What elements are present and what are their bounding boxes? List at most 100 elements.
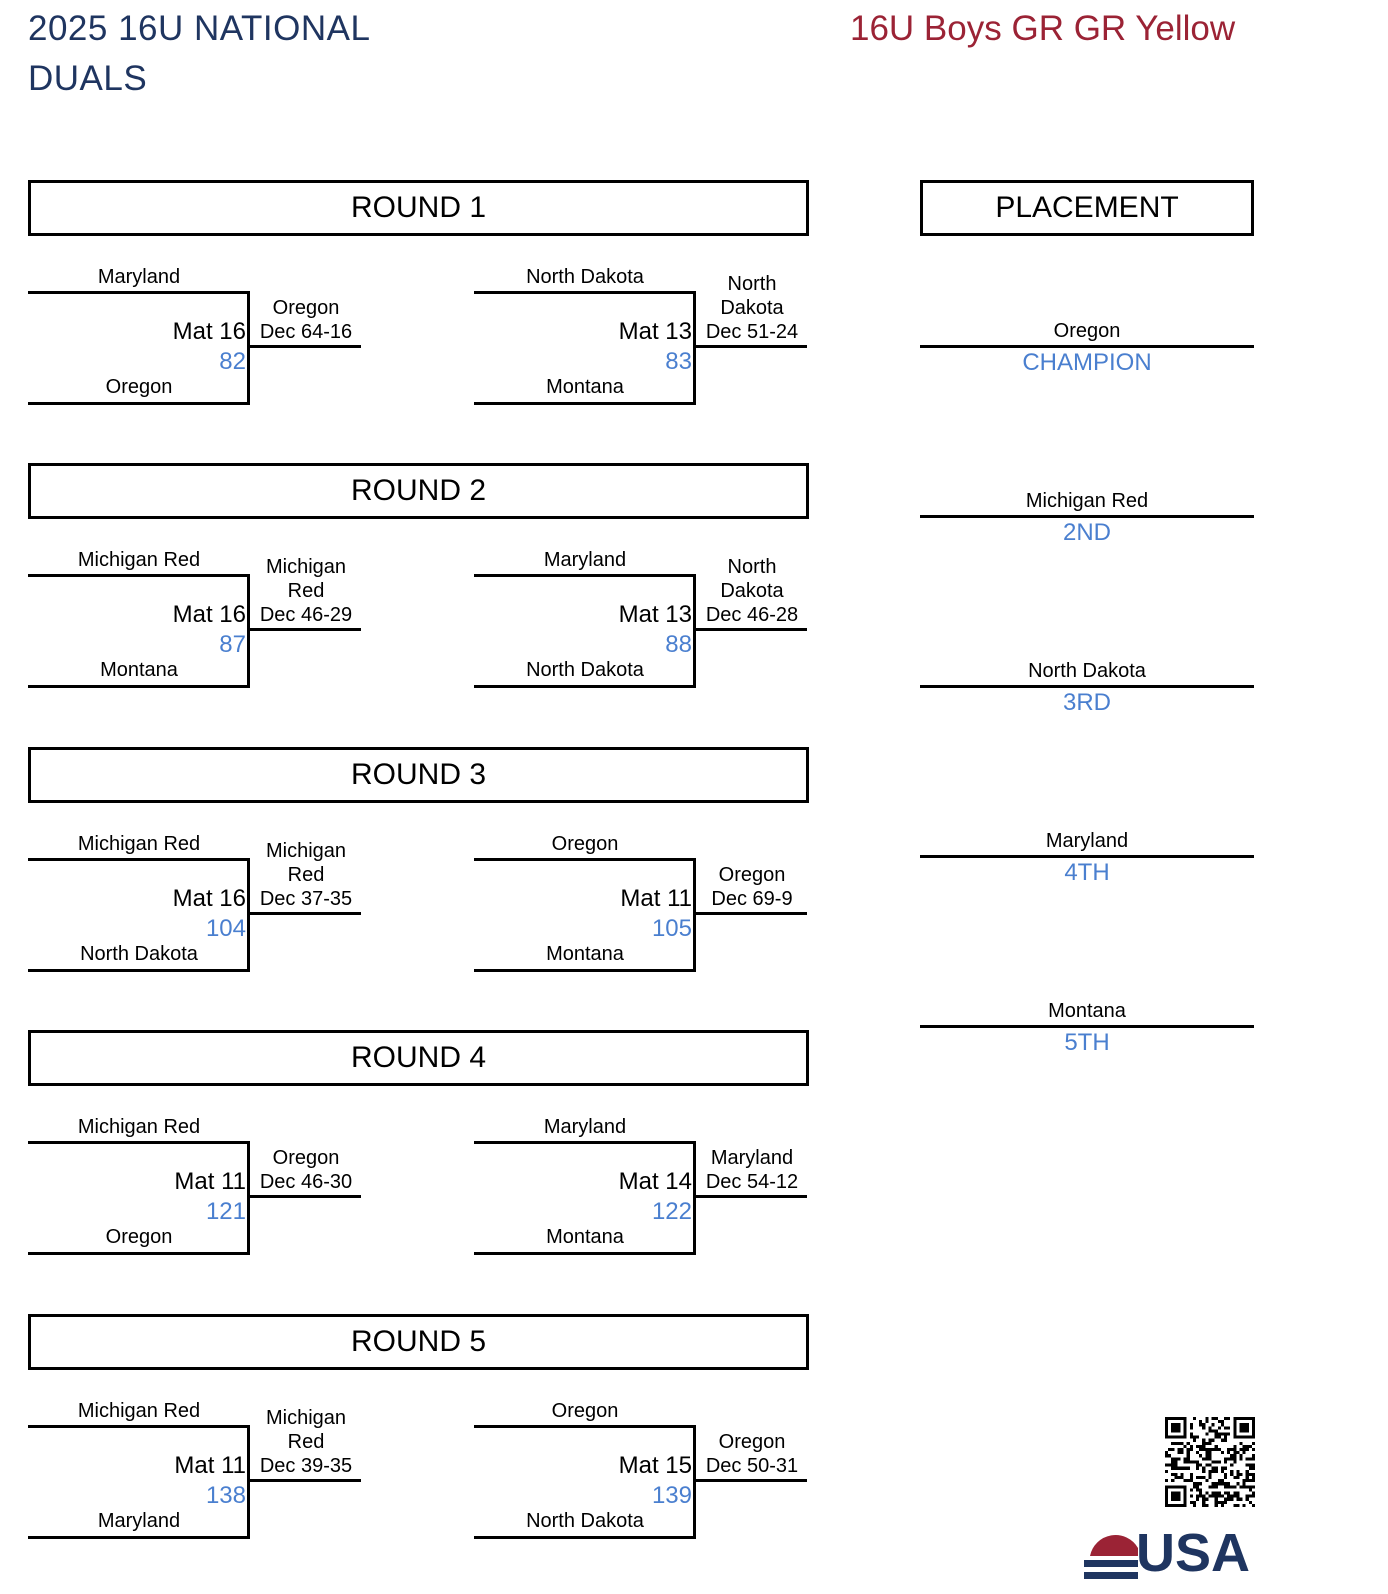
match-result: Michigan Red Dec 37-35 (259, 839, 353, 910)
top-team: Maryland (543, 1116, 627, 1139)
bracket-line (247, 574, 250, 689)
bracket-line (474, 968, 696, 972)
round-header: ROUND 2 (28, 463, 809, 520)
mat-number: Mat 13 (618, 601, 692, 629)
top-team: Michigan Red (77, 549, 201, 572)
bracket-line (474, 1141, 696, 1145)
placement-line (920, 515, 1254, 518)
bottom-team: Maryland (97, 1509, 181, 1532)
bracket-line (247, 1141, 250, 1256)
bout-number: 88 (665, 631, 692, 659)
placement-line (920, 1025, 1254, 1028)
result-line (247, 1195, 361, 1199)
match-result: Oregon Dec 50-31 (705, 1430, 799, 1477)
match-result: Oregon Dec 64-16 (259, 297, 353, 343)
bracket-line (474, 291, 696, 294)
logo-text: USA (1136, 1528, 1251, 1583)
placement-team: Michigan Red (1025, 490, 1149, 512)
bottom-team: Oregon (105, 376, 173, 398)
placement-team: Montana (1048, 1000, 1126, 1022)
round-header: ROUND 5 (28, 1313, 809, 1370)
bottom-team: Montana (100, 659, 178, 682)
mat-number: Mat 11 (174, 1168, 246, 1196)
bout-number: 82 (219, 348, 246, 375)
bracket-line (28, 857, 250, 861)
bout-number: 139 (651, 1481, 692, 1509)
bracket-line (474, 402, 696, 405)
bracket-line (693, 857, 696, 972)
mat-number: Mat 15 (618, 1451, 692, 1479)
placement-line (920, 685, 1254, 688)
placement-label: 3RD (1062, 689, 1111, 716)
bracket-line (28, 1424, 250, 1428)
bracket-line (693, 1424, 696, 1539)
match-result: Michigan Red Dec 46-29 (259, 556, 353, 627)
match-result: Michigan Red Dec 39-35 (259, 1406, 353, 1477)
bracket-line (474, 1424, 696, 1428)
bracket-line (28, 968, 250, 972)
bracket-line (28, 402, 250, 405)
placement-header: PLACEMENT (920, 180, 1254, 236)
bracket-line (28, 291, 250, 294)
bracket-line (474, 1252, 696, 1256)
placement-team: Oregon (1053, 320, 1121, 342)
top-team: Michigan Red (77, 832, 201, 855)
placement-label: 4TH (1064, 859, 1110, 886)
top-team: Maryland (543, 549, 627, 572)
bottom-team: North Dakota (526, 1509, 644, 1532)
division-title: 16U Boys GR GR Yellow (850, 9, 1236, 48)
bout-number: 105 (651, 914, 692, 942)
placement-line (920, 345, 1254, 348)
top-team: Michigan Red (77, 1399, 201, 1422)
result-line (247, 1478, 361, 1482)
bottom-team: Montana (546, 376, 624, 398)
bracket-line (28, 574, 250, 578)
mat-number: Mat 11 (174, 1451, 246, 1479)
bracket-line (693, 1141, 696, 1256)
bout-number: 121 (205, 1198, 246, 1226)
bracket-line (474, 574, 696, 578)
result-line (247, 628, 361, 632)
bout-number: 83 (665, 348, 692, 375)
bottom-team: North Dakota (526, 659, 644, 682)
bracket-line (247, 1424, 250, 1539)
top-team: Michigan Red (77, 1116, 201, 1139)
mat-number: Mat 13 (618, 318, 692, 345)
bracket-line (474, 685, 696, 689)
match-result: North Dakota Dec 51-24 (705, 273, 799, 343)
bracket-line (693, 291, 696, 405)
match-result: Oregon Dec 46-30 (259, 1147, 353, 1194)
qr-code (1165, 1417, 1255, 1507)
result-line (247, 911, 361, 915)
placement-line (920, 855, 1254, 858)
bout-number: 87 (219, 631, 246, 659)
top-team: Oregon (551, 832, 619, 855)
placement-team: Maryland (1045, 830, 1129, 852)
bracket-line (28, 1535, 250, 1539)
result-line (693, 345, 807, 348)
mat-number: Mat 16 (172, 601, 246, 629)
bottom-team: North Dakota (80, 942, 198, 965)
result-line (693, 1478, 807, 1482)
bracket-line (28, 1252, 250, 1256)
top-team: Oregon (551, 1399, 619, 1422)
bottom-team: Montana (546, 942, 624, 965)
mat-number: Mat 16 (172, 318, 246, 345)
result-line (693, 628, 807, 632)
top-team: Maryland (97, 266, 181, 288)
placement-team: North Dakota (1028, 660, 1146, 682)
bout-number: 104 (205, 914, 246, 942)
event-title: 2025 16U NATIONAL DUALS (28, 9, 370, 98)
usa-wrestling-logo: USA (1082, 1528, 1262, 1594)
logo-mark-icon (1084, 1535, 1138, 1579)
bracket-line (247, 291, 250, 405)
bracket-line (247, 857, 250, 972)
bout-number: 122 (651, 1198, 692, 1226)
round-header: ROUND 3 (28, 746, 809, 803)
match-result: Maryland Dec 54-12 (705, 1147, 799, 1194)
bottom-team: Montana (546, 1226, 624, 1249)
mat-number: Mat 11 (620, 884, 692, 912)
result-line (693, 1195, 807, 1199)
top-team: North Dakota (526, 266, 644, 288)
match-result: North Dakota Dec 46-28 (705, 556, 799, 627)
